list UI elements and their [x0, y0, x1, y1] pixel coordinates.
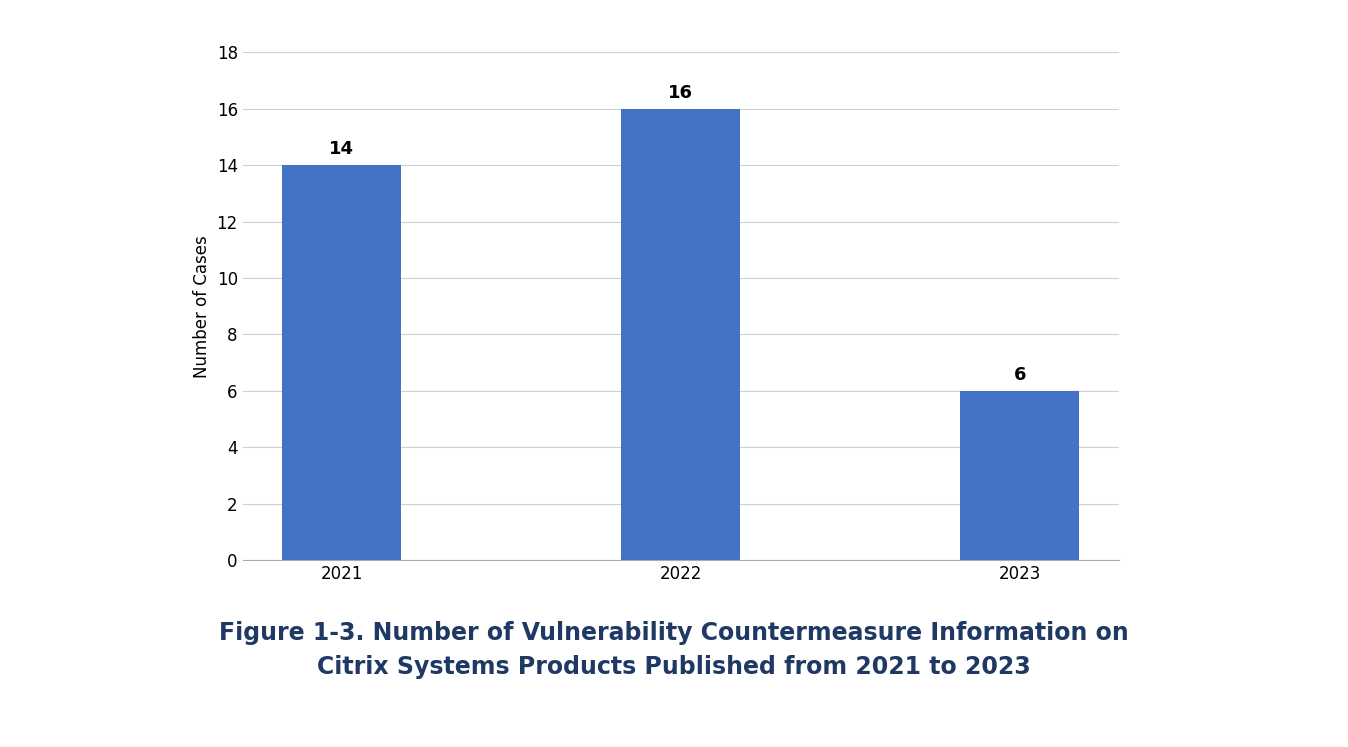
Text: Figure 1-3. Number of Vulnerability Countermeasure Information on
Citrix Systems: Figure 1-3. Number of Vulnerability Coun… [220, 622, 1128, 678]
Y-axis label: Number of Cases: Number of Cases [193, 235, 212, 378]
Bar [621, 109, 740, 560]
Text: 14: 14 [329, 140, 355, 158]
Text: 16: 16 [669, 84, 693, 102]
Text: 6: 6 [1014, 366, 1026, 384]
Bar [283, 165, 402, 560]
Bar [960, 391, 1078, 560]
